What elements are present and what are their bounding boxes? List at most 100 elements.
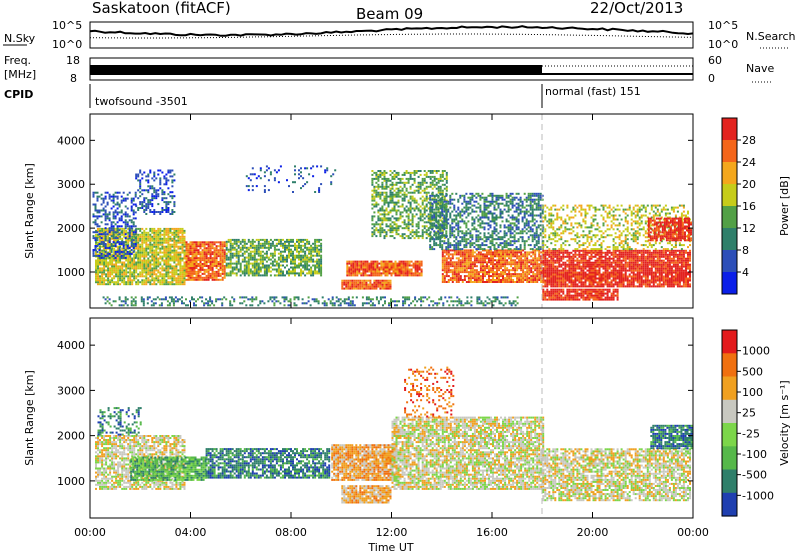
- heatmap-cell: [237, 240, 240, 243]
- heatmap-cell: [379, 283, 382, 286]
- heatmap-cell: [439, 187, 442, 190]
- heatmap-cell: [405, 215, 408, 218]
- heatmap-cell: [179, 229, 182, 232]
- heatmap-cell: [231, 244, 234, 247]
- heatmap-cell: [94, 207, 97, 210]
- heatmap-cell: [421, 237, 424, 240]
- noise-left-tick-top: 10^5: [52, 19, 82, 32]
- heatmap-cell: [263, 175, 266, 178]
- heatmap-cell: [441, 269, 444, 272]
- heatmap-cell: [395, 227, 398, 230]
- heatmap-cell: [403, 221, 406, 224]
- heatmap-cell: [451, 226, 454, 229]
- heatmap-cell: [101, 235, 104, 238]
- heatmap-cell: [387, 205, 390, 208]
- heatmap-cell: [421, 225, 424, 228]
- heatmap-cell: [251, 262, 254, 265]
- heatmap-cell: [120, 215, 123, 218]
- heatmap-cell: [532, 263, 535, 266]
- heatmap-cell: [145, 213, 148, 215]
- heatmap-cell: [374, 260, 377, 263]
- heatmap-cell: [429, 181, 432, 184]
- heatmap-cell: [387, 287, 390, 290]
- heatmap-cell: [404, 270, 407, 273]
- heatmap-cell: [104, 217, 107, 220]
- heatmap-cell: [125, 231, 128, 234]
- heatmap-cell: [383, 203, 386, 206]
- heatmap-cell: [397, 233, 400, 236]
- heatmap-cell: [469, 212, 472, 215]
- heatmap-cell: [249, 242, 252, 245]
- heatmap-cell: [109, 249, 112, 252]
- heatmap-cell: [467, 212, 470, 215]
- heatmap-cell: [161, 237, 164, 240]
- heatmap-cell: [167, 257, 170, 260]
- heatmap-cell: [286, 238, 288, 241]
- heatmap-cell: [439, 179, 442, 182]
- heatmap-cell: [453, 271, 456, 274]
- heatmap-cell: [153, 255, 156, 258]
- heatmap-cell: [375, 181, 378, 184]
- heatmap-cell: [173, 201, 176, 204]
- heatmap-cell: [165, 207, 168, 209]
- heatmap-cell: [528, 277, 531, 280]
- heatmap-cell: [374, 274, 377, 277]
- heatmap-cell: [449, 228, 452, 231]
- heatmap-cell: [366, 262, 369, 265]
- heatmap-cell: [203, 259, 206, 262]
- heatmap-cell: [225, 256, 228, 259]
- heatmap-cell: [479, 277, 482, 280]
- heatmap-cell: [407, 235, 410, 238]
- heatmap-cell: [443, 222, 446, 225]
- heatmap-cell: [189, 247, 192, 250]
- heatmap-cell: [165, 173, 168, 176]
- heatmap-cell: [390, 274, 393, 277]
- heatmap-cell: [308, 173, 311, 176]
- heatmap-cell: [341, 285, 344, 288]
- heatmap-cell: [346, 272, 349, 275]
- heatmap-cell: [423, 207, 426, 210]
- heatmap-cell: [403, 193, 406, 196]
- heatmap-cell: [205, 251, 208, 254]
- heatmap-cell: [189, 270, 192, 273]
- heatmap-cell: [269, 171, 272, 174]
- heatmap-cell: [169, 239, 172, 242]
- heatmap-cell: [429, 221, 432, 224]
- heatmap-cell: [469, 244, 472, 247]
- heatmap-cell: [115, 227, 118, 230]
- heatmap-cell: [409, 185, 412, 188]
- heatmap-cell: [352, 274, 355, 277]
- heatmap-cell: [455, 216, 458, 219]
- heatmap-cell: [378, 266, 381, 269]
- heatmap-cell: [167, 241, 170, 244]
- heatmap-cell: [512, 261, 515, 264]
- heatmap-cell: [469, 196, 472, 199]
- heatmap-cell: [449, 246, 452, 249]
- heatmap-cell: [383, 185, 386, 188]
- heatmap-cell: [441, 198, 444, 201]
- heatmap-cell: [149, 241, 152, 244]
- heatmap-cell: [231, 272, 234, 275]
- heatmap-cell: [398, 274, 401, 277]
- heatmap-cell: [205, 247, 208, 250]
- heatmap-cell: [504, 261, 507, 264]
- heatmap-cell: [118, 229, 121, 232]
- heatmap-cell: [133, 237, 136, 240]
- heatmap-cell: [419, 173, 422, 176]
- heatmap-cell: [314, 268, 317, 271]
- heatmap-cell: [235, 256, 238, 259]
- heatmap-cell: [153, 195, 156, 198]
- heatmap-cell: [443, 228, 446, 231]
- heatmap-cell: [389, 287, 392, 290]
- heatmap-cell: [123, 253, 126, 256]
- heatmap-cell: [263, 274, 266, 277]
- heatmap-cell: [447, 222, 450, 225]
- heatmap-cell: [475, 253, 478, 256]
- heatmap-cell: [131, 281, 134, 284]
- heatmap-cell: [459, 240, 462, 243]
- heatmap-cell: [221, 265, 224, 267]
- heatmap-cell: [269, 173, 272, 176]
- heatmap-cell: [115, 283, 118, 286]
- heatmap-cell: [445, 265, 448, 268]
- heatmap-cell: [217, 268, 220, 271]
